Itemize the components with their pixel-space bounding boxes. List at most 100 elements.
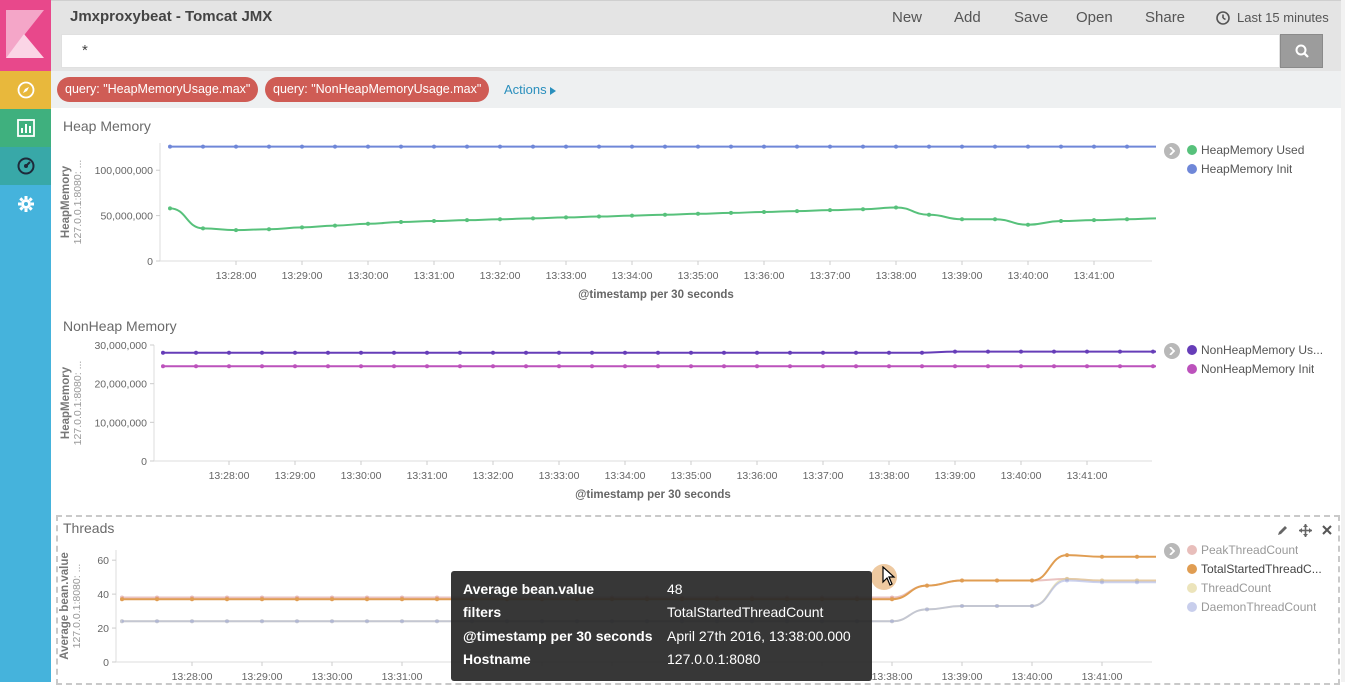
data-point (623, 364, 627, 369)
data-point (630, 213, 634, 218)
filter-bar: query: "HeapMemoryUsage.max" query: "Non… (51, 71, 1343, 108)
heap-memory-chart[interactable]: 0 50,000,000 100,000,000 13:28:00 13:29:00 13… (56, 110, 1156, 310)
legend-dot (1187, 345, 1197, 355)
nonheap-memory-chart[interactable]: 0 10,000,000 20,000,000 30,000,000 13:28:00 1… (56, 310, 1156, 510)
data-point (432, 219, 436, 224)
data-point (557, 364, 561, 369)
legend-item-nonheap-init[interactable]: NonHeapMemory Init (1187, 362, 1314, 376)
data-point (1135, 554, 1139, 559)
y-axis-sublabel: 127.0.0.1:8080: ... (72, 361, 84, 446)
x-axis-label: @timestamp per 30 seconds (578, 289, 734, 301)
data-point (155, 597, 159, 602)
data-point (920, 350, 924, 355)
x-tick-label: 13:31:00 (382, 671, 423, 683)
legend-dot (1187, 583, 1197, 593)
data-point (531, 216, 535, 221)
data-point (1065, 553, 1069, 558)
data-point (524, 350, 528, 355)
data-point (925, 583, 929, 588)
legend-label: DaemonThreadCount (1201, 600, 1317, 614)
series-line (169, 206, 1156, 232)
scrollbar[interactable] (1341, 0, 1345, 682)
legend-item-thread-count[interactable]: ThreadCount (1187, 581, 1271, 595)
tooltip-value: 48 (667, 581, 683, 597)
edit-pencil-icon[interactable] (1276, 523, 1290, 537)
data-point (293, 350, 297, 355)
x-tick-label: 13:31:00 (407, 470, 448, 482)
new-button[interactable]: New (892, 9, 923, 26)
x-tick-label: 13:40:00 (1001, 470, 1042, 482)
y-tick-label: 10,000,000 (94, 417, 147, 429)
data-point (435, 619, 439, 624)
visualize-icon[interactable] (0, 109, 51, 147)
tooltip-key: Hostname (463, 651, 531, 667)
legend-toggle-button[interactable] (1164, 143, 1180, 159)
data-point (260, 597, 264, 602)
kibana-logo[interactable] (0, 0, 51, 71)
filter-actions-label: Actions (504, 82, 547, 97)
data-point (854, 364, 858, 369)
data-point (399, 144, 403, 149)
x-tick-label: 13:29:00 (242, 671, 283, 683)
data-point (986, 349, 990, 354)
data-point (326, 364, 330, 369)
data-point (234, 144, 238, 149)
filter-pill-heap-max[interactable]: query: "HeapMemoryUsage.max" (57, 77, 259, 102)
data-point (498, 217, 502, 222)
time-picker[interactable]: Last 15 minutes (1216, 10, 1329, 25)
filter-actions-link[interactable]: Actions (504, 82, 557, 97)
data-point (1030, 578, 1034, 583)
data-point (333, 223, 337, 228)
legend-item-total-started-thread[interactable]: TotalStartedThreadC... (1187, 562, 1322, 576)
tooltip-value: 127.0.0.1:8080 (667, 651, 761, 667)
x-tick-label: 13:33:00 (539, 470, 580, 482)
legend-toggle-button[interactable] (1164, 543, 1180, 559)
data-point (890, 597, 894, 602)
data-point (597, 214, 601, 219)
query-input[interactable]: * (61, 34, 1280, 68)
x-tick-label: 13:28:00 (209, 470, 250, 482)
search-button[interactable] (1280, 34, 1323, 68)
filter-pill-nonheap-max[interactable]: query: "NonHeapMemoryUsage.max" (265, 77, 490, 102)
x-tick-label: 13:35:00 (671, 470, 712, 482)
data-point (465, 218, 469, 223)
legend-label: PeakThreadCount (1201, 543, 1299, 557)
x-tick-label: 13:37:00 (810, 270, 851, 282)
discover-icon[interactable] (0, 71, 51, 109)
data-point (1125, 217, 1129, 222)
y-tick-label: 100,000,000 (95, 165, 154, 177)
y-tick-label: 40 (97, 589, 109, 601)
settings-gear-icon[interactable] (0, 185, 51, 223)
legend-item-peak-thread[interactable]: PeakThreadCount (1187, 543, 1298, 557)
data-point (435, 597, 439, 602)
close-icon[interactable] (1320, 523, 1334, 537)
move-icon[interactable] (1298, 523, 1312, 537)
legend-toggle-button[interactable] (1164, 343, 1180, 359)
dashboard-icon[interactable] (0, 147, 51, 185)
x-tick-label: 13:39:00 (942, 270, 983, 282)
save-button[interactable]: Save (1014, 9, 1049, 26)
data-point (762, 209, 766, 214)
data-point (190, 597, 194, 602)
add-button[interactable]: Add (954, 9, 981, 26)
data-point (1052, 364, 1056, 369)
legend-item-nonheap-used[interactable]: NonHeapMemory Us... (1187, 343, 1323, 357)
panel-nonheap-memory: NonHeap Memory 0 10,000,000 20,000,000 30,0… (56, 310, 1340, 510)
data-point (1030, 604, 1034, 608)
legend-item-heap-init[interactable]: HeapMemory Init (1187, 162, 1292, 176)
panel-title-nonheap: NonHeap Memory (63, 318, 177, 334)
data-point (1085, 364, 1089, 369)
open-button[interactable]: Open (1076, 9, 1113, 26)
data-point (392, 350, 396, 355)
chevron-right-icon (1169, 547, 1175, 555)
x-tick-label: 13:29:00 (282, 270, 323, 282)
data-point (194, 350, 198, 355)
data-point (960, 144, 964, 149)
legend-item-heap-used[interactable]: HeapMemory Used (1187, 143, 1304, 157)
data-point (300, 144, 304, 149)
legend-item-daemon-thread[interactable]: DaemonThreadCount (1187, 600, 1316, 614)
share-button[interactable]: Share (1145, 9, 1186, 26)
x-tick-label: 13:34:00 (605, 470, 646, 482)
x-tick-label: 13:30:00 (341, 470, 382, 482)
search-icon (1295, 44, 1309, 58)
